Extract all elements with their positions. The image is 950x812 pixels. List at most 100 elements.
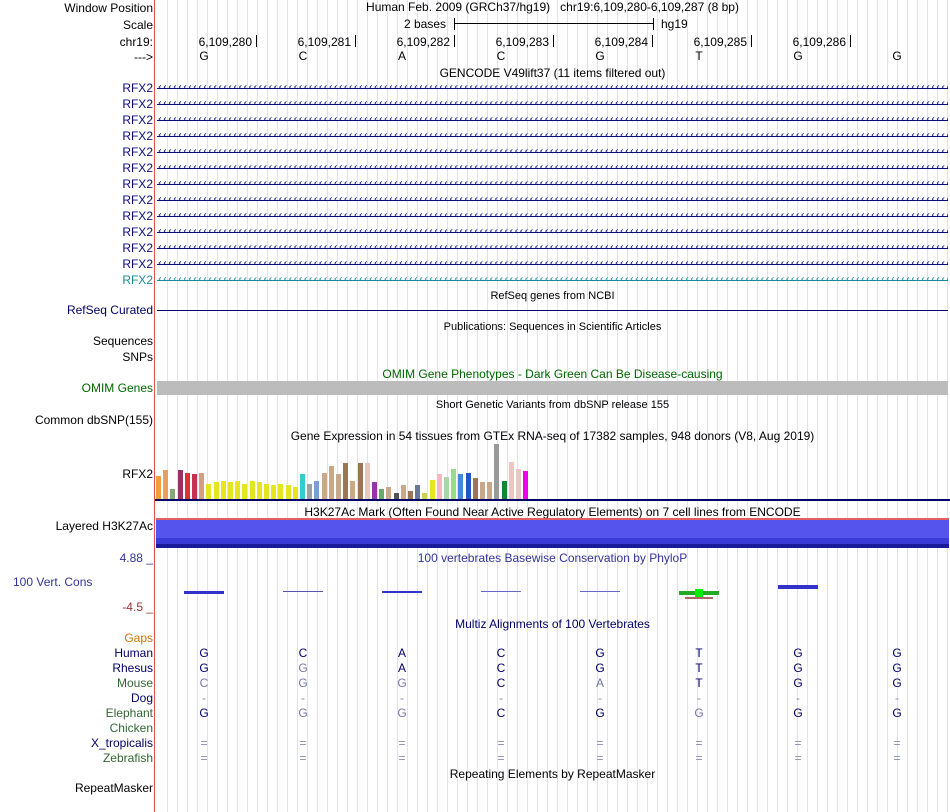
dbsnp-title[interactable]: Short Genetic Variants from dbSNP releas… [435,399,670,411]
gtex-tissue-bar[interactable] [379,489,385,499]
refseq-feature[interactable] [157,310,948,311]
phylop-score-mark[interactable] [778,585,818,589]
gtex-tissue-bar[interactable] [393,493,399,499]
gencode-gene-label[interactable]: RFX2 [122,193,153,207]
gencode-gene-label[interactable]: RFX2 [122,129,153,143]
gencode-gene-label[interactable]: RFX2 [122,97,153,111]
gtex-tissue-bar[interactable] [199,473,205,499]
publications-title[interactable]: Publications: Sequences in Scientific Ar… [443,321,662,333]
gtex-tissue-bar[interactable] [177,470,183,499]
gencode-gene-label[interactable]: RFX2 [122,273,153,287]
phylop-score-mark[interactable] [382,591,422,593]
gtex-tissue-bar[interactable] [321,473,327,499]
gtex-tissue-bar[interactable] [523,471,529,499]
gtex-tissue-bar[interactable] [184,473,190,499]
gtex-tissue-bar[interactable] [436,474,442,499]
gencode-gene-feature[interactable]: ‹‹‹‹‹‹‹‹‹‹‹‹‹‹‹‹‹‹‹‹‹‹‹‹‹‹‹‹‹‹‹‹‹‹‹‹‹‹‹‹… [157,132,948,141]
gencode-gene-feature[interactable]: ‹‹‹‹‹‹‹‹‹‹‹‹‹‹‹‹‹‹‹‹‹‹‹‹‹‹‹‹‹‹‹‹‹‹‹‹‹‹‹‹… [157,116,948,125]
gtex-tissue-bar[interactable] [480,482,485,499]
gencode-gene-feature[interactable]: ‹‹‹‹‹‹‹‹‹‹‹‹‹‹‹‹‹‹‹‹‹‹‹‹‹‹‹‹‹‹‹‹‹‹‹‹‹‹‹‹… [157,276,948,285]
gencode-gene-label[interactable]: RFX2 [122,161,153,175]
phylop-score-mark[interactable] [283,591,323,592]
gtex-tissue-bar[interactable] [465,473,471,499]
gtex-tissue-bar[interactable] [516,469,521,499]
gtex-tissue-bar[interactable] [156,476,161,499]
species-label-mouse[interactable]: Mouse [116,676,153,690]
snps-label[interactable]: SNPs [122,350,153,364]
gtex-tissue-bar[interactable] [408,491,413,499]
phylop-score-mark[interactable] [685,597,713,599]
species-label-x_tropicalis[interactable]: X_tropicalis [90,736,153,750]
repeatmasker-title[interactable]: Repeating Elements by RepeatMasker [449,767,656,781]
gtex-tissue-bar[interactable] [285,485,291,499]
species-label-elephant[interactable]: Elephant [105,706,153,720]
gtex-tissue-bar[interactable] [422,493,428,499]
gtex-tissue-bar[interactable] [192,474,197,499]
gtex-tissue-bar[interactable] [451,469,457,499]
gencode-gene-label[interactable]: RFX2 [122,241,153,255]
species-label-zebrafish[interactable]: Zebrafish [102,751,153,765]
gtex-tissue-bar[interactable] [364,463,370,499]
gtex-tissue-bar[interactable] [314,481,320,499]
gtex-tissue-bar[interactable] [206,484,212,499]
gencode-gene-feature[interactable]: ‹‹‹‹‹‹‹‹‹‹‹‹‹‹‹‹‹‹‹‹‹‹‹‹‹‹‹‹‹‹‹‹‹‹‹‹‹‹‹‹… [157,228,948,237]
gencode-gene-label[interactable]: RFX2 [122,113,153,127]
gtex-tissue-bar[interactable] [242,484,248,499]
gencode-gene-feature[interactable]: ‹‹‹‹‹‹‹‹‹‹‹‹‹‹‹‹‹‹‹‹‹‹‹‹‹‹‹‹‹‹‹‹‹‹‹‹‹‹‹‹… [157,212,948,221]
gencode-gene-feature[interactable]: ‹‹‹‹‹‹‹‹‹‹‹‹‹‹‹‹‹‹‹‹‹‹‹‹‹‹‹‹‹‹‹‹‹‹‹‹‹‹‹‹… [157,164,948,173]
phylop-score-mark[interactable] [695,589,703,597]
gtex-label[interactable]: RFX2 [122,467,153,481]
phylop-score-mark[interactable] [184,591,224,594]
multiz-title[interactable]: Multiz Alignments of 100 Vertebrates [455,617,650,631]
gtex-expression-chart[interactable] [155,444,555,499]
gtex-tissue-bar[interactable] [170,489,176,499]
gtex-tissue-bar[interactable] [494,444,500,499]
gencode-gene-label[interactable]: RFX2 [122,257,153,271]
species-label-rhesus[interactable]: Rhesus [112,661,153,675]
gencode-gene-feature[interactable]: ‹‹‹‹‹‹‹‹‹‹‹‹‹‹‹‹‹‹‹‹‹‹‹‹‹‹‹‹‹‹‹‹‹‹‹‹‹‹‹‹… [157,260,948,269]
gtex-tissue-bar[interactable] [350,481,356,499]
gtex-tissue-bar[interactable] [271,485,277,499]
gencode-gene-label[interactable]: RFX2 [122,145,153,159]
gtex-tissue-bar[interactable] [400,485,406,499]
gtex-tissue-bar[interactable] [508,462,514,499]
gtex-tissue-bar[interactable] [264,484,269,499]
gencode-gene-feature[interactable]: ‹‹‹‹‹‹‹‹‹‹‹‹‹‹‹‹‹‹‹‹‹‹‹‹‹‹‹‹‹‹‹‹‹‹‹‹‹‹‹‹… [157,84,948,93]
phylop-label[interactable]: 100 Vert. Cons [13,575,93,589]
h3k27ac-label[interactable]: Layered H3K27Ac [55,519,153,533]
phylop-title[interactable]: 100 vertebrates Basewise Conservation by… [417,551,688,565]
gencode-gene-feature[interactable]: ‹‹‹‹‹‹‹‹‹‹‹‹‹‹‹‹‹‹‹‹‹‹‹‹‹‹‹‹‹‹‹‹‹‹‹‹‹‹‹‹… [157,196,948,205]
gtex-tissue-bar[interactable] [458,474,464,499]
repeatmasker-label[interactable]: RepeatMasker [74,781,153,795]
refseq-label[interactable]: RefSeq Curated [66,303,153,317]
gencode-gene-label[interactable]: RFX2 [122,209,153,223]
gtex-tissue-bar[interactable] [336,474,341,499]
species-label-human[interactable]: Human [114,646,153,660]
gtex-tissue-bar[interactable] [307,484,313,499]
phylop-score-mark[interactable] [580,591,620,592]
phylop-score-mark[interactable] [481,591,521,592]
gtex-tissue-bar[interactable] [220,481,226,499]
gtex-tissue-bar[interactable] [444,477,449,499]
dbsnp-label[interactable]: Common dbSNP(155) [34,413,153,427]
gtex-tissue-bar[interactable] [249,481,255,499]
gtex-tissue-bar[interactable] [487,482,493,499]
h3k27ac-layer-blue[interactable] [156,520,949,538]
gtex-tissue-bar[interactable] [472,478,478,499]
omim-title[interactable]: OMIM Gene Phenotypes - Dark Green Can Be… [382,367,723,381]
gaps-label[interactable]: Gaps [124,631,153,645]
omim-label[interactable]: OMIM Genes [81,381,153,395]
gencode-gene-feature[interactable]: ‹‹‹‹‹‹‹‹‹‹‹‹‹‹‹‹‹‹‹‹‹‹‹‹‹‹‹‹‹‹‹‹‹‹‹‹‹‹‹‹… [157,100,948,109]
phylop-graph[interactable] [155,578,950,608]
gtex-tissue-bar[interactable] [256,482,262,499]
gencode-title[interactable]: GENCODE V49lift37 (11 items filtered out… [439,66,666,80]
gtex-tissue-bar[interactable] [300,474,305,499]
gtex-tissue-bar[interactable] [501,481,507,499]
gencode-gene-label[interactable]: RFX2 [122,81,153,95]
gencode-gene-feature[interactable]: ‹‹‹‹‹‹‹‹‹‹‹‹‹‹‹‹‹‹‹‹‹‹‹‹‹‹‹‹‹‹‹‹‹‹‹‹‹‹‹‹… [157,244,948,253]
gtex-tissue-bar[interactable] [213,482,219,499]
gtex-tissue-bar[interactable] [328,466,334,499]
gencode-gene-feature[interactable]: ‹‹‹‹‹‹‹‹‹‹‹‹‹‹‹‹‹‹‹‹‹‹‹‹‹‹‹‹‹‹‹‹‹‹‹‹‹‹‹‹… [157,180,948,189]
gtex-tissue-bar[interactable] [357,463,363,499]
gencode-gene-label[interactable]: RFX2 [122,177,153,191]
